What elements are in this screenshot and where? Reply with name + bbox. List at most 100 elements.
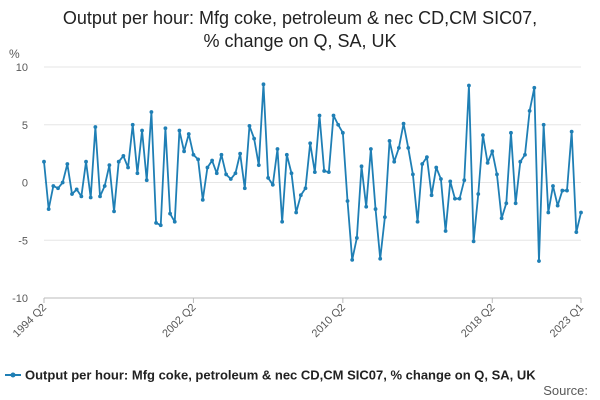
data-point [429, 193, 434, 198]
data-point [163, 126, 168, 131]
data-point [242, 186, 247, 191]
data-point [200, 197, 205, 202]
data-point [93, 125, 98, 129]
x-tick-label: 1994 Q2 [11, 302, 49, 340]
y-tick-label: 10 [16, 62, 28, 74]
data-point [336, 122, 341, 127]
data-point [51, 184, 56, 188]
data-point [434, 165, 439, 170]
data-point [317, 113, 322, 118]
data-point [60, 180, 65, 185]
y-axis-ticks: 10 5 0 -5 -10 [12, 62, 28, 305]
data-point [518, 159, 523, 164]
data-point [457, 196, 462, 201]
data-point [266, 175, 271, 180]
data-point [574, 230, 579, 235]
data-point [121, 154, 126, 158]
data-point [168, 211, 172, 216]
x-tick-label: 2018 Q2 [459, 302, 497, 340]
data-point [476, 192, 481, 196]
data-point [513, 201, 518, 206]
data-point [84, 159, 88, 164]
data-point [453, 196, 457, 201]
data-point [238, 151, 243, 156]
x-tick-label: 2002 Q2 [160, 302, 198, 340]
data-point [551, 184, 555, 188]
data-point [415, 219, 420, 224]
data-point [485, 160, 490, 165]
data-point [135, 171, 140, 176]
data-point [471, 239, 476, 244]
data-point [284, 152, 289, 157]
data-point [46, 207, 51, 211]
data-point [233, 171, 238, 176]
data-point [140, 128, 144, 133]
data-point [256, 163, 261, 168]
data-point [56, 186, 60, 191]
data-point [425, 155, 429, 159]
data-point [177, 128, 182, 133]
data-point [312, 170, 317, 175]
series-path [43, 83, 582, 262]
series-line [42, 82, 583, 263]
data-point [387, 139, 392, 143]
data-point [79, 194, 84, 199]
data-point [439, 177, 443, 181]
data-point [303, 186, 308, 191]
legend-marker-swatch [10, 372, 16, 378]
data-point [410, 172, 415, 177]
data-point [560, 188, 565, 193]
data-point [378, 256, 383, 261]
x-tick-label: 2010 Q2 [310, 302, 348, 340]
data-point [443, 229, 448, 233]
data-point [270, 182, 275, 187]
data-point [350, 257, 355, 262]
x-tick-label: 2023 Q1 [548, 302, 586, 340]
data-point [401, 121, 406, 126]
data-point [172, 219, 177, 224]
data-point [280, 219, 285, 224]
data-point [565, 188, 569, 193]
data-point [382, 215, 387, 220]
legend[interactable]: Output per hour: Mfg coke, petroleum & n… [5, 368, 536, 383]
data-point [495, 172, 499, 177]
data-point [364, 204, 369, 209]
data-point [504, 201, 509, 206]
data-point [228, 177, 233, 181]
data-point [214, 171, 219, 176]
data-point [326, 170, 331, 175]
data-point [112, 209, 116, 214]
data-point [261, 82, 266, 87]
data-point [196, 157, 200, 162]
data-point [210, 158, 215, 163]
data-point [354, 236, 359, 240]
data-point [275, 147, 280, 151]
data-point [126, 165, 130, 170]
data-point [537, 259, 541, 263]
data-point [523, 152, 527, 157]
data-point [481, 133, 485, 138]
data-point [219, 152, 224, 157]
data-point [107, 163, 112, 168]
data-point [182, 149, 186, 154]
data-point [462, 178, 467, 183]
data-point [149, 110, 154, 114]
data-point [420, 162, 425, 166]
data-point [448, 179, 453, 184]
data-point [345, 199, 350, 203]
data-point [546, 210, 551, 215]
data-point [340, 130, 345, 135]
data-point [294, 210, 299, 215]
data-point [359, 164, 364, 169]
legend-item-label[interactable]: Output per hour: Mfg coke, petroleum & n… [25, 368, 536, 383]
y-tick-label: -5 [18, 235, 28, 247]
data-point [527, 108, 532, 113]
data-point [42, 159, 46, 164]
data-point [205, 165, 210, 170]
data-point [74, 187, 79, 192]
data-point [373, 207, 378, 211]
data-point [331, 113, 336, 118]
chart-title-line-1: Output per hour: Mfg coke, petroleum & n… [63, 8, 537, 28]
data-point [116, 159, 121, 164]
